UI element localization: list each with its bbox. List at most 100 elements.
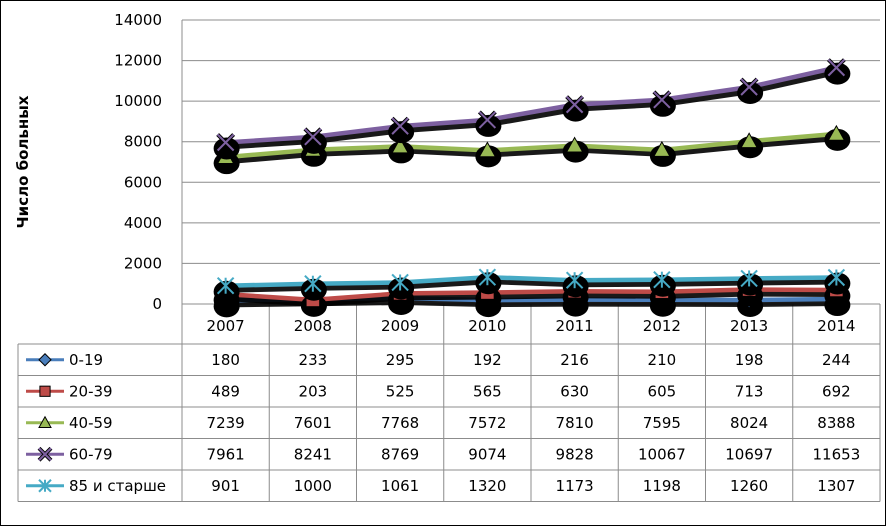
x-tick-label: 2009: [381, 317, 419, 335]
marker: [653, 140, 671, 157]
marker: [653, 270, 671, 289]
marker: [565, 271, 584, 289]
table-cell: 489: [211, 382, 240, 400]
table-cell: 198: [735, 351, 764, 369]
table-cell: 901: [211, 477, 240, 495]
series-line: [225, 287, 837, 303]
table-row: 85 и старше 901 1000 1061 1320 1173 1198 1260 13…: [26, 477, 855, 495]
y-tick-label: 0: [152, 295, 162, 313]
marker: [390, 116, 410, 136]
table-cell: 203: [299, 382, 328, 400]
series-line-shadow: [227, 290, 839, 307]
table-cell: 1000: [294, 477, 332, 495]
marker: [739, 77, 759, 97]
marker: [477, 110, 497, 130]
table-cell: 8388: [817, 414, 855, 432]
table-cell: 1320: [468, 477, 506, 495]
table-cell: 192: [473, 351, 502, 369]
table-cell: 7239: [207, 414, 245, 432]
x-tick-label: 2012: [643, 317, 681, 335]
series-60-79: [213, 58, 851, 160]
series-line-shadow: [227, 134, 839, 165]
marker: [827, 124, 846, 141]
table-cell: 7768: [381, 414, 419, 432]
table-cell: 10067: [638, 445, 686, 463]
marker-shadow: [737, 82, 764, 105]
marker-shadow: [388, 121, 415, 144]
table-cell: 630: [560, 382, 589, 400]
table-cell: 210: [648, 351, 677, 369]
series-line-shadow: [227, 278, 839, 293]
series-line-shadow: [227, 68, 840, 150]
table-cell: 565: [473, 382, 502, 400]
x-tick-labels: 2007 2008 2009 2010 2011 2012 2013 2014: [207, 317, 856, 335]
table-row: 40-59 7239 7601 7768 7572 7810 7595 8024 8388: [26, 414, 855, 432]
marker: [304, 275, 322, 293]
legend-label: 85 и старше: [69, 477, 166, 495]
legend-label: 20-39: [69, 382, 113, 400]
marker: [38, 415, 52, 429]
table-cell: 605: [648, 382, 677, 400]
table-cell: 7595: [643, 414, 681, 432]
marker: [565, 95, 585, 115]
table-cell: 713: [735, 382, 764, 400]
table-cell: 1061: [381, 477, 419, 495]
table-cell: 1173: [556, 477, 594, 495]
y-tick-label: 12000: [114, 52, 162, 70]
marker: [38, 479, 52, 493]
table-cell: 9828: [556, 445, 594, 463]
table-cell: 11653: [813, 445, 861, 463]
marker: [478, 268, 497, 286]
y-tick-label: 8000: [124, 133, 162, 151]
series-line: [225, 274, 837, 288]
y-tick-labels: 0 2000 4000 6000 8000 10000 12000 14000: [114, 11, 162, 313]
table-cell: 295: [386, 351, 415, 369]
y-tick-label: 6000: [124, 173, 162, 191]
marker: [652, 90, 672, 110]
series-lines: [213, 58, 851, 318]
marker-shadow: [562, 99, 589, 122]
table-cell: 233: [299, 351, 328, 369]
marker: [216, 133, 236, 152]
table-cell: 216: [560, 351, 589, 369]
marker: [826, 58, 846, 78]
x-tick-label: 2008: [294, 317, 332, 335]
table-cell: 1198: [643, 477, 681, 495]
table-cell: 1307: [817, 477, 855, 495]
marker: [303, 127, 323, 147]
marker: [39, 385, 51, 397]
table-cell: 7572: [468, 414, 506, 432]
table-cell: 8769: [381, 445, 419, 463]
table-cell: 1260: [730, 477, 768, 495]
marker: [740, 132, 758, 149]
legend-label: 0-19: [69, 351, 103, 369]
marker: [391, 273, 409, 292]
legend-label: 40-59: [69, 414, 113, 432]
marker: [478, 141, 497, 158]
table-cell: 692: [822, 382, 851, 400]
x-tick-label: 2010: [468, 317, 506, 335]
x-tick-label: 2007: [207, 317, 245, 335]
y-tick-label: 14000: [114, 11, 162, 29]
y-tick-label: 10000: [114, 92, 162, 110]
table-cell: 10697: [725, 445, 773, 463]
x-tick-label: 2014: [817, 317, 855, 335]
marker: [37, 446, 53, 462]
marker: [38, 353, 52, 367]
marker: [740, 269, 758, 288]
series-line: [225, 65, 837, 145]
marker-shadow: [824, 62, 851, 85]
marker: [216, 277, 235, 295]
table-cell: 525: [386, 382, 415, 400]
marker-shadow: [649, 94, 676, 117]
legend-label: 60-79: [69, 445, 113, 463]
table-cell: 8241: [294, 445, 332, 463]
table-cell: 7961: [207, 445, 245, 463]
table-cell: 180: [211, 351, 240, 369]
data-table: 0-19 180 233 295 192 216 210 198 244 20-39 489 203 5…: [17, 304, 881, 502]
marker-shadow: [213, 137, 240, 160]
series-line: [225, 131, 837, 160]
table-row: 60-79 7961 8241 8769 9074 9828 10067 10697 11653: [26, 445, 860, 463]
y-tick-label: 2000: [124, 254, 162, 272]
